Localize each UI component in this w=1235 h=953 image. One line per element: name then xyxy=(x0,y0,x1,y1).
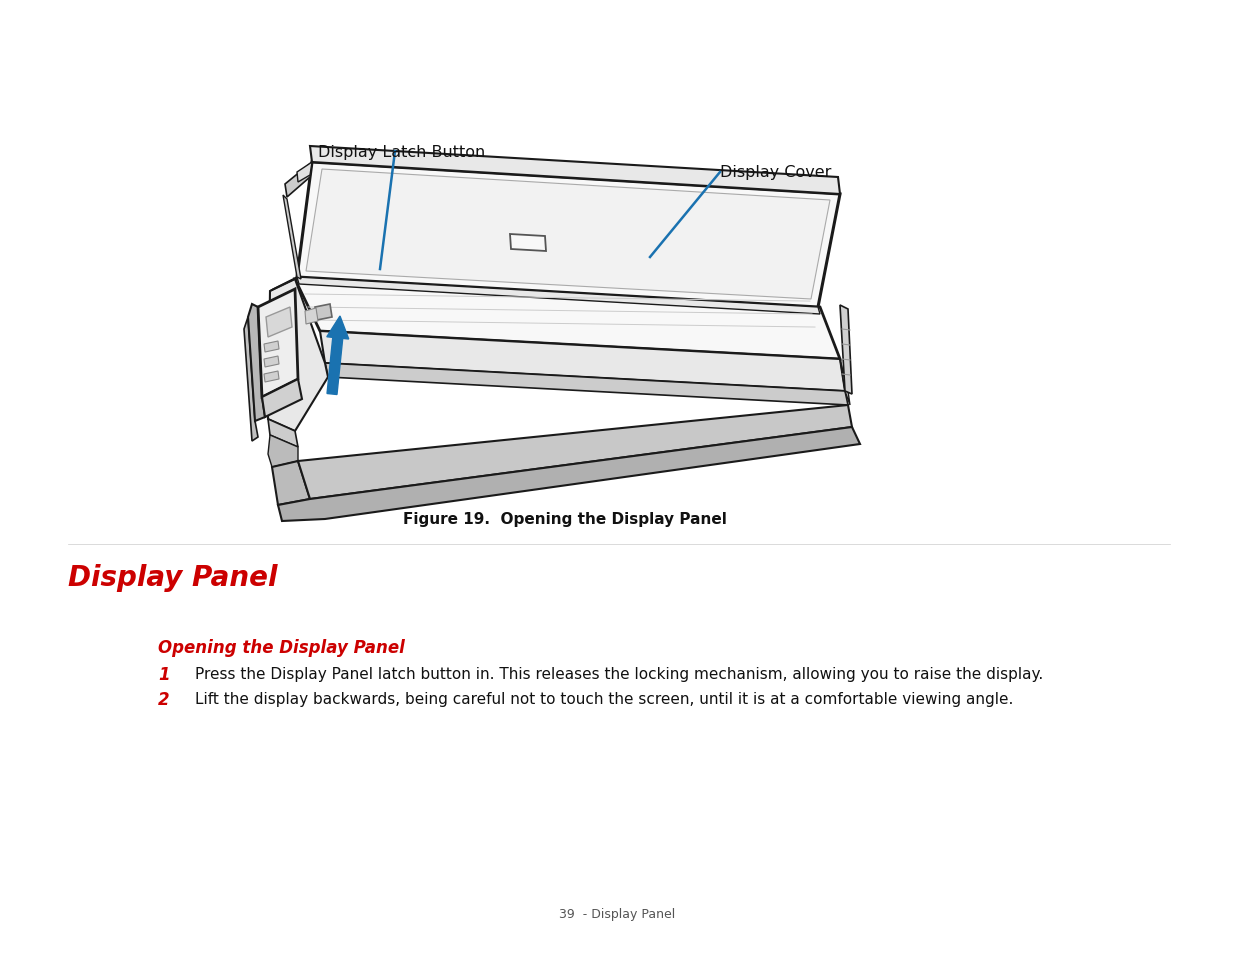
Text: Lift the display backwards, being careful not to touch the screen, until it is a: Lift the display backwards, being carefu… xyxy=(195,692,1014,707)
Polygon shape xyxy=(270,277,296,292)
Polygon shape xyxy=(272,461,310,505)
Text: 39  - Display Panel: 39 - Display Panel xyxy=(559,907,676,921)
Polygon shape xyxy=(315,305,332,320)
Text: 1: 1 xyxy=(158,665,169,683)
Polygon shape xyxy=(264,356,279,368)
Polygon shape xyxy=(268,419,298,448)
Polygon shape xyxy=(268,280,329,432)
Polygon shape xyxy=(268,436,298,468)
FancyArrow shape xyxy=(327,316,348,395)
Polygon shape xyxy=(262,379,303,417)
Text: 2: 2 xyxy=(158,690,169,708)
Polygon shape xyxy=(264,372,279,382)
Polygon shape xyxy=(510,234,546,252)
Polygon shape xyxy=(258,290,298,397)
Polygon shape xyxy=(264,341,279,353)
Polygon shape xyxy=(295,280,840,359)
Text: Display Panel: Display Panel xyxy=(68,563,278,592)
Polygon shape xyxy=(248,305,266,421)
Polygon shape xyxy=(278,428,860,521)
Polygon shape xyxy=(840,306,852,395)
Polygon shape xyxy=(296,277,820,314)
Polygon shape xyxy=(245,317,258,441)
Polygon shape xyxy=(320,332,845,392)
Polygon shape xyxy=(283,195,301,280)
Polygon shape xyxy=(305,309,317,325)
Polygon shape xyxy=(285,163,312,198)
Text: Opening the Display Panel: Opening the Display Panel xyxy=(158,639,405,657)
Polygon shape xyxy=(840,359,850,406)
Text: Display Latch Button: Display Latch Button xyxy=(317,144,485,159)
Text: Display Cover: Display Cover xyxy=(720,165,831,180)
Polygon shape xyxy=(325,364,848,406)
Polygon shape xyxy=(310,147,840,194)
Polygon shape xyxy=(296,163,312,183)
Polygon shape xyxy=(298,406,852,499)
Polygon shape xyxy=(306,170,830,299)
Polygon shape xyxy=(266,308,291,337)
Polygon shape xyxy=(296,163,840,308)
Text: Figure 19.  Opening the Display Panel: Figure 19. Opening the Display Panel xyxy=(403,512,727,527)
Text: Press the Display Panel latch button in. This releases the locking mechanism, al: Press the Display Panel latch button in.… xyxy=(195,667,1044,681)
